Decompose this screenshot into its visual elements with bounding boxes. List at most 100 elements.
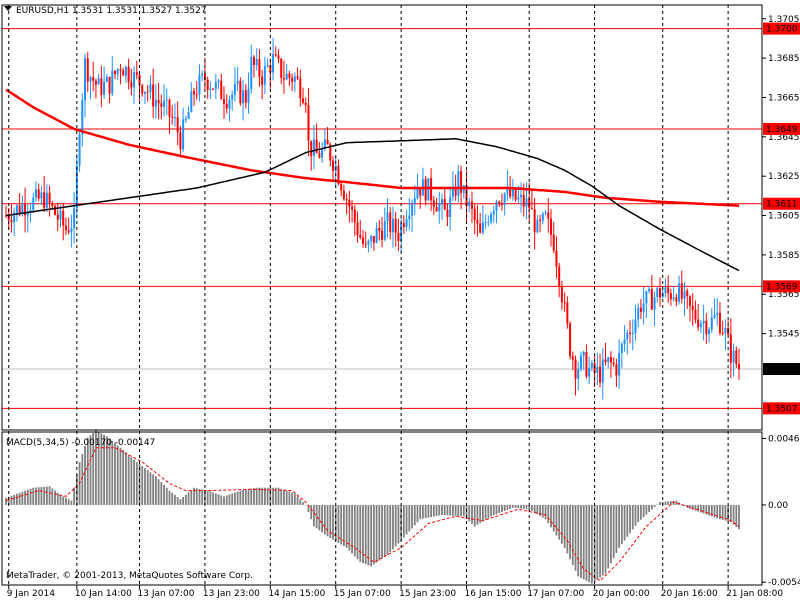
candle-bear xyxy=(721,332,724,334)
macd-histogram-bar xyxy=(517,504,520,509)
candle-bear xyxy=(552,234,555,251)
candle-bull xyxy=(217,80,220,82)
macd-histogram-bar xyxy=(370,504,373,567)
macd-pane-frame xyxy=(1,431,763,586)
macd-histogram-bar xyxy=(689,504,691,509)
macd-pane[interactable] xyxy=(5,430,740,584)
macd-histogram-bar xyxy=(133,459,135,505)
candle-bull xyxy=(710,317,713,330)
candle-bull xyxy=(596,366,599,373)
candle-bull xyxy=(190,91,193,112)
candle-bear xyxy=(296,76,299,79)
candle-bear xyxy=(694,309,697,320)
macd-histogram-bar xyxy=(263,487,266,505)
candle-bear xyxy=(612,362,615,365)
macd-histogram-bar xyxy=(291,492,294,505)
macd-histogram-bar xyxy=(65,497,67,505)
candle-bear xyxy=(315,139,318,153)
chart-menu-triangle-icon[interactable] xyxy=(4,6,12,11)
macd-histogram-bar xyxy=(92,432,95,505)
macd-histogram-bar xyxy=(234,492,236,505)
candle-bull xyxy=(13,212,16,223)
candle-bear xyxy=(430,178,433,201)
macd-histogram-bar xyxy=(430,504,432,518)
candle-bull xyxy=(517,197,520,200)
macd-histogram-bar xyxy=(511,504,514,508)
macd-histogram-bar xyxy=(280,488,283,505)
candle-bear xyxy=(43,192,46,208)
macd-histogram-bar xyxy=(272,487,274,505)
macd-histogram-bar xyxy=(582,504,585,580)
macd-histogram-bar xyxy=(146,470,149,505)
macd-histogram-bar xyxy=(97,432,100,505)
candle-bear xyxy=(514,188,517,200)
macd-histogram-bar xyxy=(332,504,334,540)
y-tick-label: 1.3645 xyxy=(768,133,800,143)
candle-bull xyxy=(34,189,37,198)
macd-histogram-bar xyxy=(672,500,675,505)
candle-bull xyxy=(645,291,648,304)
price-level-tag xyxy=(763,22,800,35)
macd-histogram-bar xyxy=(590,504,593,584)
candle-bull xyxy=(386,212,389,222)
macd-histogram-bar xyxy=(95,430,97,505)
candle-bull xyxy=(391,218,394,233)
macd-histogram-bar xyxy=(184,494,187,505)
macd-histogram-bar xyxy=(114,443,116,505)
candle-bull xyxy=(184,118,187,120)
candle-bear xyxy=(171,116,174,118)
price-level-label: 1.3507 xyxy=(766,404,798,414)
macd-histogram-bar xyxy=(307,504,310,513)
candle-bull xyxy=(506,187,509,194)
candle-bear xyxy=(435,206,438,212)
candle-bear xyxy=(402,223,405,228)
candle-bear xyxy=(419,188,422,196)
macd-histogram-bar xyxy=(610,504,612,564)
macd-histogram-bar xyxy=(629,504,631,534)
macd-histogram-bar xyxy=(220,495,223,505)
macd-histogram-bar xyxy=(372,504,375,565)
candle-bull xyxy=(165,99,168,101)
macd-histogram-bar xyxy=(277,487,280,505)
candle-bull xyxy=(214,81,217,90)
candle-bear xyxy=(639,307,642,312)
macd-histogram-bar xyxy=(544,504,547,520)
candle-bull xyxy=(541,213,544,221)
macd-histogram-bar xyxy=(302,502,304,505)
candle-bear xyxy=(372,236,375,243)
candle-bear xyxy=(659,288,661,298)
candle-bull xyxy=(579,355,582,370)
macd-histogram-bar xyxy=(157,479,160,505)
candle-bull xyxy=(607,357,610,363)
macd-histogram-bar xyxy=(531,504,533,511)
candle-bear xyxy=(342,190,345,200)
candle-bear xyxy=(443,199,446,210)
macd-histogram-bar xyxy=(561,504,563,544)
candle-bear xyxy=(585,351,588,377)
macd-histogram-bar xyxy=(634,504,637,526)
candle-bear xyxy=(24,204,27,216)
macd-histogram-bar xyxy=(552,504,555,532)
candle-bear xyxy=(571,356,574,360)
candle-bear xyxy=(454,186,457,196)
moving-average-line xyxy=(5,138,740,272)
candle-bull xyxy=(89,77,92,82)
candle-bear xyxy=(479,223,482,233)
candle-bear xyxy=(37,189,40,199)
macd-histogram-bar xyxy=(7,496,10,505)
candle-bear xyxy=(141,85,144,94)
macd-histogram-bar xyxy=(214,493,217,505)
candle-bear xyxy=(650,288,653,310)
candle-bear xyxy=(465,185,468,207)
x-tick-label: 15 Jan 23:00 xyxy=(399,589,456,599)
candle-bear xyxy=(558,266,561,287)
candle-bull xyxy=(263,66,266,85)
macd-histogram-bar xyxy=(424,504,427,519)
macd-histogram-bar xyxy=(48,486,51,505)
price-pane[interactable] xyxy=(2,28,762,409)
candle-bear xyxy=(244,90,247,103)
candle-bull xyxy=(97,78,100,85)
macd-histogram-bar xyxy=(56,492,59,505)
candle-bear xyxy=(261,76,264,85)
